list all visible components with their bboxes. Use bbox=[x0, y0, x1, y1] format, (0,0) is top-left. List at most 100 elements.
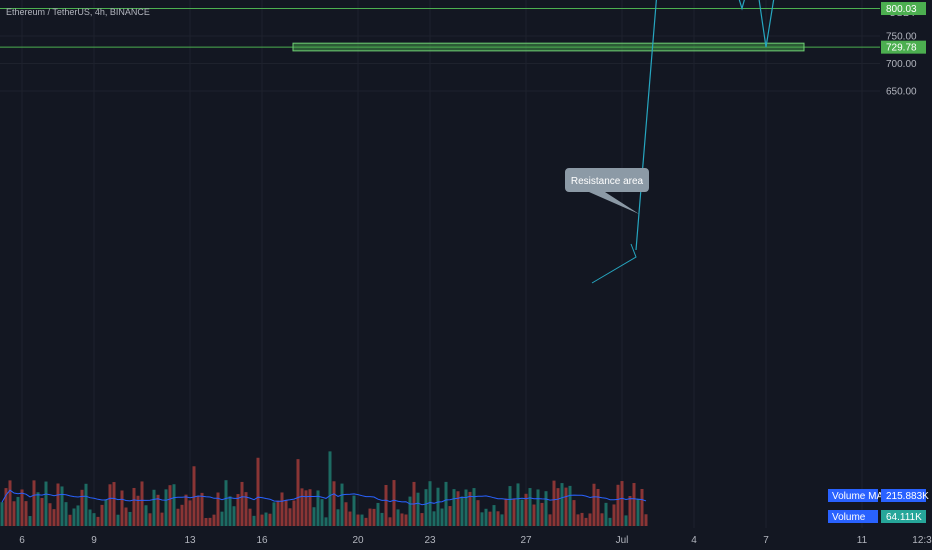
volume-bar bbox=[16, 496, 20, 526]
volume-bar bbox=[204, 517, 208, 526]
volume-bar bbox=[52, 509, 56, 526]
volume-bar bbox=[356, 514, 360, 526]
volume-bar bbox=[596, 488, 600, 526]
volume-bar bbox=[392, 480, 396, 526]
volume-bar bbox=[228, 496, 232, 526]
volume-bar bbox=[132, 487, 136, 526]
volume-badge bbox=[881, 489, 926, 502]
grid bbox=[0, 0, 923, 528]
price-axis: USDT1450.001400.001350.001300.001250.001… bbox=[880, 0, 932, 528]
volume-bar bbox=[408, 496, 412, 526]
volume-bar bbox=[316, 490, 320, 526]
volume-bar bbox=[232, 506, 236, 526]
volume-bar bbox=[128, 511, 132, 526]
volume-bar bbox=[640, 488, 644, 526]
volume-bar bbox=[296, 459, 300, 526]
time-axis-bg bbox=[0, 528, 932, 550]
volume-badge-label-bg bbox=[828, 489, 878, 502]
volume-bar bbox=[628, 495, 632, 526]
volume-bar bbox=[580, 512, 584, 526]
volume-bar bbox=[644, 514, 648, 526]
volume-bar bbox=[12, 501, 16, 526]
volume-bar bbox=[244, 492, 248, 526]
volume-bar bbox=[400, 513, 404, 526]
time-tick: 13 bbox=[184, 535, 196, 546]
volume-badge-label: Volume MA bbox=[832, 491, 883, 502]
volume-bar bbox=[124, 507, 128, 526]
volume-bar bbox=[120, 490, 124, 526]
price-tick: 650.00 bbox=[886, 87, 917, 98]
volume-bar bbox=[576, 514, 580, 526]
volume-bar bbox=[312, 507, 316, 526]
annotation-callout bbox=[565, 168, 649, 214]
volume-bar bbox=[636, 498, 640, 526]
volume-bar bbox=[308, 489, 312, 526]
volume-bar bbox=[224, 480, 228, 526]
volume-bar bbox=[332, 481, 336, 526]
volume-bar bbox=[492, 505, 496, 526]
time-tick: 12:3 bbox=[912, 535, 932, 546]
volume-bar bbox=[468, 491, 472, 526]
annotation-text: Resistance area bbox=[571, 176, 644, 187]
volume-bar bbox=[280, 492, 284, 526]
volume-badge-value: 215.883K bbox=[886, 491, 929, 502]
volume-bar bbox=[476, 500, 480, 526]
volume-bar bbox=[84, 483, 88, 526]
volume-bar bbox=[44, 481, 48, 526]
volume-bar bbox=[528, 488, 532, 526]
volume-bar bbox=[448, 506, 452, 526]
volume-bar bbox=[440, 508, 444, 526]
volume-bar bbox=[524, 493, 528, 526]
volume-bar bbox=[396, 509, 400, 526]
time-tick: 20 bbox=[352, 535, 364, 546]
time-axis: 6 9 13 16 20 23 27 Jul 4 7 11 12:3 bbox=[0, 528, 932, 550]
volume-bar bbox=[8, 480, 12, 526]
volume-bar bbox=[340, 483, 344, 526]
volume-bar bbox=[360, 514, 364, 526]
volume-bar bbox=[152, 489, 156, 526]
volume-bar bbox=[344, 502, 348, 526]
time-tick: 4 bbox=[691, 535, 697, 546]
time-tick: 9 bbox=[91, 535, 97, 546]
volume-bar bbox=[560, 483, 564, 526]
projection-path bbox=[635, 0, 775, 251]
volume-bar bbox=[484, 508, 488, 526]
volume-bar bbox=[220, 511, 224, 526]
volume-bar bbox=[540, 502, 544, 526]
volume-bar bbox=[368, 508, 372, 526]
volume-bar bbox=[420, 513, 424, 526]
volume-bar bbox=[36, 492, 40, 526]
volume-bar bbox=[196, 496, 200, 526]
volume-bar bbox=[48, 503, 52, 526]
volume-bar bbox=[156, 494, 160, 526]
volume-bar bbox=[176, 508, 180, 526]
volume-bar bbox=[188, 500, 192, 526]
volume-bar bbox=[160, 512, 164, 526]
volume-bar bbox=[148, 513, 152, 526]
volume-bars bbox=[0, 451, 648, 526]
volume-bar bbox=[88, 509, 92, 526]
volume-bar bbox=[564, 487, 568, 526]
volume-bar bbox=[604, 502, 608, 526]
volume-bar bbox=[72, 508, 76, 526]
projection bbox=[635, 0, 775, 251]
time-tick: 6 bbox=[19, 535, 25, 546]
time-tick: 16 bbox=[256, 535, 268, 546]
price-tick: 700.00 bbox=[886, 59, 917, 70]
volume-bar bbox=[168, 485, 172, 526]
volume-bar bbox=[276, 500, 280, 526]
volume-bar bbox=[616, 484, 620, 526]
volume-bar bbox=[208, 517, 212, 526]
volume-bar bbox=[456, 491, 460, 526]
volume-bar bbox=[404, 514, 408, 526]
volume-bar bbox=[572, 500, 576, 526]
volume-bar bbox=[336, 509, 340, 526]
volume-bar bbox=[496, 511, 500, 526]
volume-bar bbox=[136, 495, 140, 526]
support-zone bbox=[292, 42, 805, 52]
levels bbox=[0, 8, 880, 284]
volume-bar bbox=[592, 483, 596, 526]
volume-bar bbox=[28, 516, 32, 526]
